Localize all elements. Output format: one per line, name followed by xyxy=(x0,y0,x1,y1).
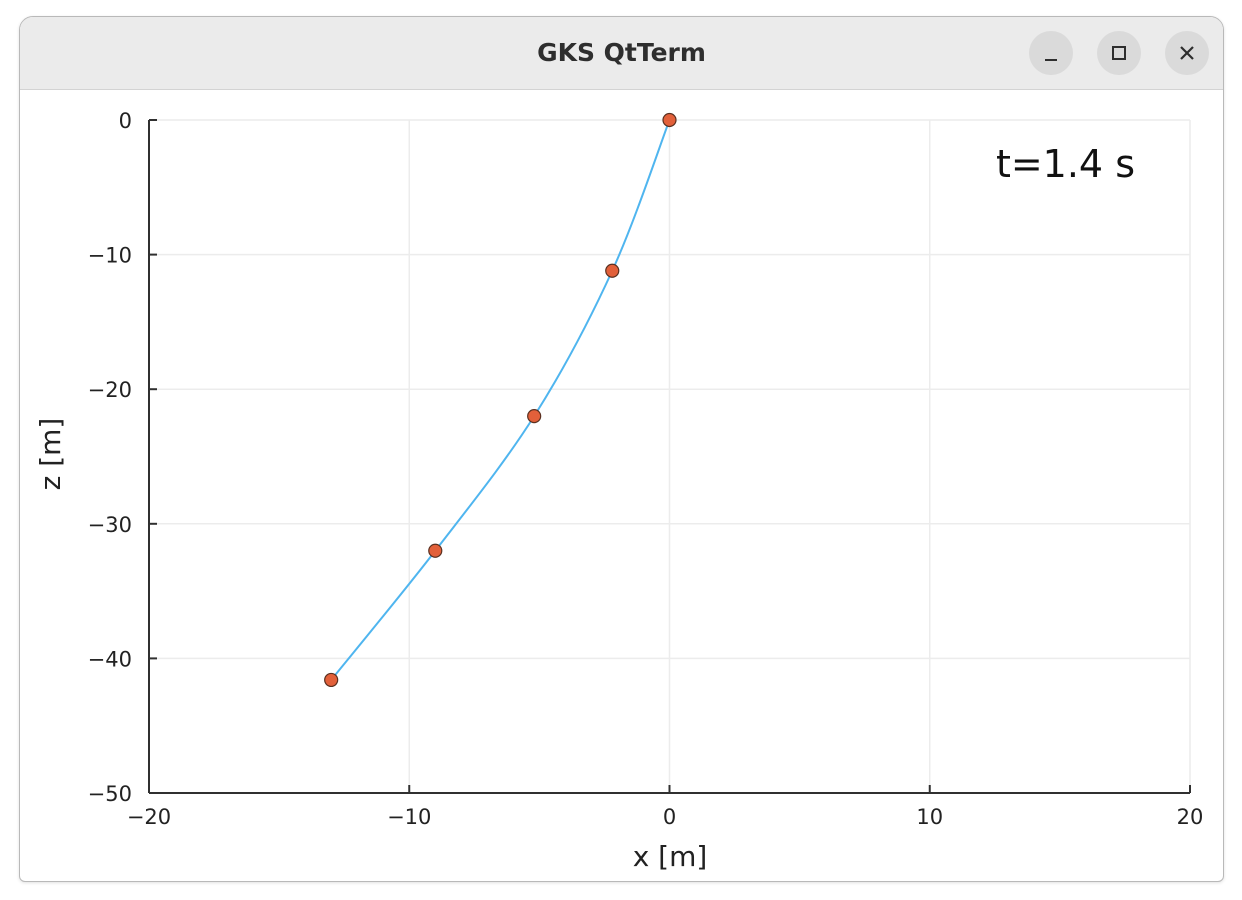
series-line xyxy=(330,119,671,681)
x-tick-label: −20 xyxy=(127,805,171,829)
y-tick-label: −30 xyxy=(88,513,132,537)
data-point xyxy=(324,672,339,688)
time-annotation: t=1.4 s xyxy=(996,142,1135,186)
y-tick-label: −10 xyxy=(88,244,132,268)
close-icon xyxy=(1180,46,1194,60)
x-tick-label: 20 xyxy=(1177,805,1204,829)
data-point xyxy=(605,263,620,278)
close-button[interactable] xyxy=(1165,31,1209,75)
y-axis-label: z [m] xyxy=(34,418,67,491)
x-tick-label: 0 xyxy=(663,805,676,829)
maximize-icon xyxy=(1112,46,1126,60)
plot-area: −20 −10 0 10 20 0 −10 −20 −30 −40 −50 t=1.4 s x [m… xyxy=(20,90,1223,881)
grid xyxy=(148,119,1191,794)
y-tick-label: −20 xyxy=(88,378,132,402)
y-tick-label: 0 xyxy=(119,109,132,133)
minimize-button[interactable] xyxy=(1029,31,1073,75)
data-point xyxy=(662,112,677,128)
window-title: GKS QtTerm xyxy=(537,38,706,67)
series xyxy=(324,112,677,688)
app-window: GKS QtTerm −20 −10 0 10 20 0 −10 −20 −30 −40 −50 t… xyxy=(19,16,1224,882)
title-bar[interactable]: GKS QtTerm xyxy=(20,17,1223,90)
maximize-button[interactable] xyxy=(1097,31,1141,75)
ticks: −20 −10 0 10 20 0 −10 −20 −30 −40 −50 xyxy=(88,109,1204,829)
x-tick-label: 10 xyxy=(916,805,943,829)
data-point xyxy=(527,409,542,424)
y-tick-label: −50 xyxy=(88,782,132,806)
y-tick-label: −40 xyxy=(88,647,132,671)
x-axis-label: x [m] xyxy=(633,840,708,873)
x-tick-label: −10 xyxy=(387,805,431,829)
data-point xyxy=(428,543,443,558)
trajectory-chart: −20 −10 0 10 20 0 −10 −20 −30 −40 −50 t=1.4 s x [m… xyxy=(34,109,1204,873)
minimize-icon xyxy=(1045,59,1057,61)
